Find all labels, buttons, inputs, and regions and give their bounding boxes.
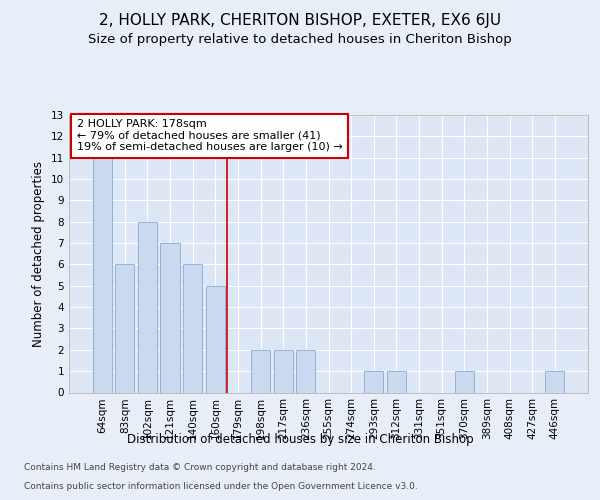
- Text: 2, HOLLY PARK, CHERITON BISHOP, EXETER, EX6 6JU: 2, HOLLY PARK, CHERITON BISHOP, EXETER, …: [99, 12, 501, 28]
- Bar: [138, 222, 157, 392]
- Y-axis label: Number of detached properties: Number of detached properties: [32, 161, 46, 347]
- Bar: [92, 158, 112, 392]
- Text: Distribution of detached houses by size in Cheriton Bishop: Distribution of detached houses by size …: [127, 432, 473, 446]
- Text: Size of property relative to detached houses in Cheriton Bishop: Size of property relative to detached ho…: [88, 32, 512, 46]
- Bar: [545, 371, 565, 392]
- Text: Contains HM Land Registry data © Crown copyright and database right 2024.: Contains HM Land Registry data © Crown c…: [24, 464, 376, 472]
- Bar: [160, 243, 180, 392]
- Text: Contains public sector information licensed under the Open Government Licence v3: Contains public sector information licen…: [24, 482, 418, 491]
- Bar: [387, 371, 406, 392]
- Bar: [183, 264, 202, 392]
- Bar: [251, 350, 270, 393]
- Bar: [115, 264, 134, 392]
- Bar: [206, 286, 225, 393]
- Bar: [296, 350, 316, 393]
- Bar: [274, 350, 293, 393]
- Text: 2 HOLLY PARK: 178sqm
← 79% of detached houses are smaller (41)
19% of semi-detac: 2 HOLLY PARK: 178sqm ← 79% of detached h…: [77, 119, 343, 152]
- Bar: [455, 371, 474, 392]
- Bar: [364, 371, 383, 392]
